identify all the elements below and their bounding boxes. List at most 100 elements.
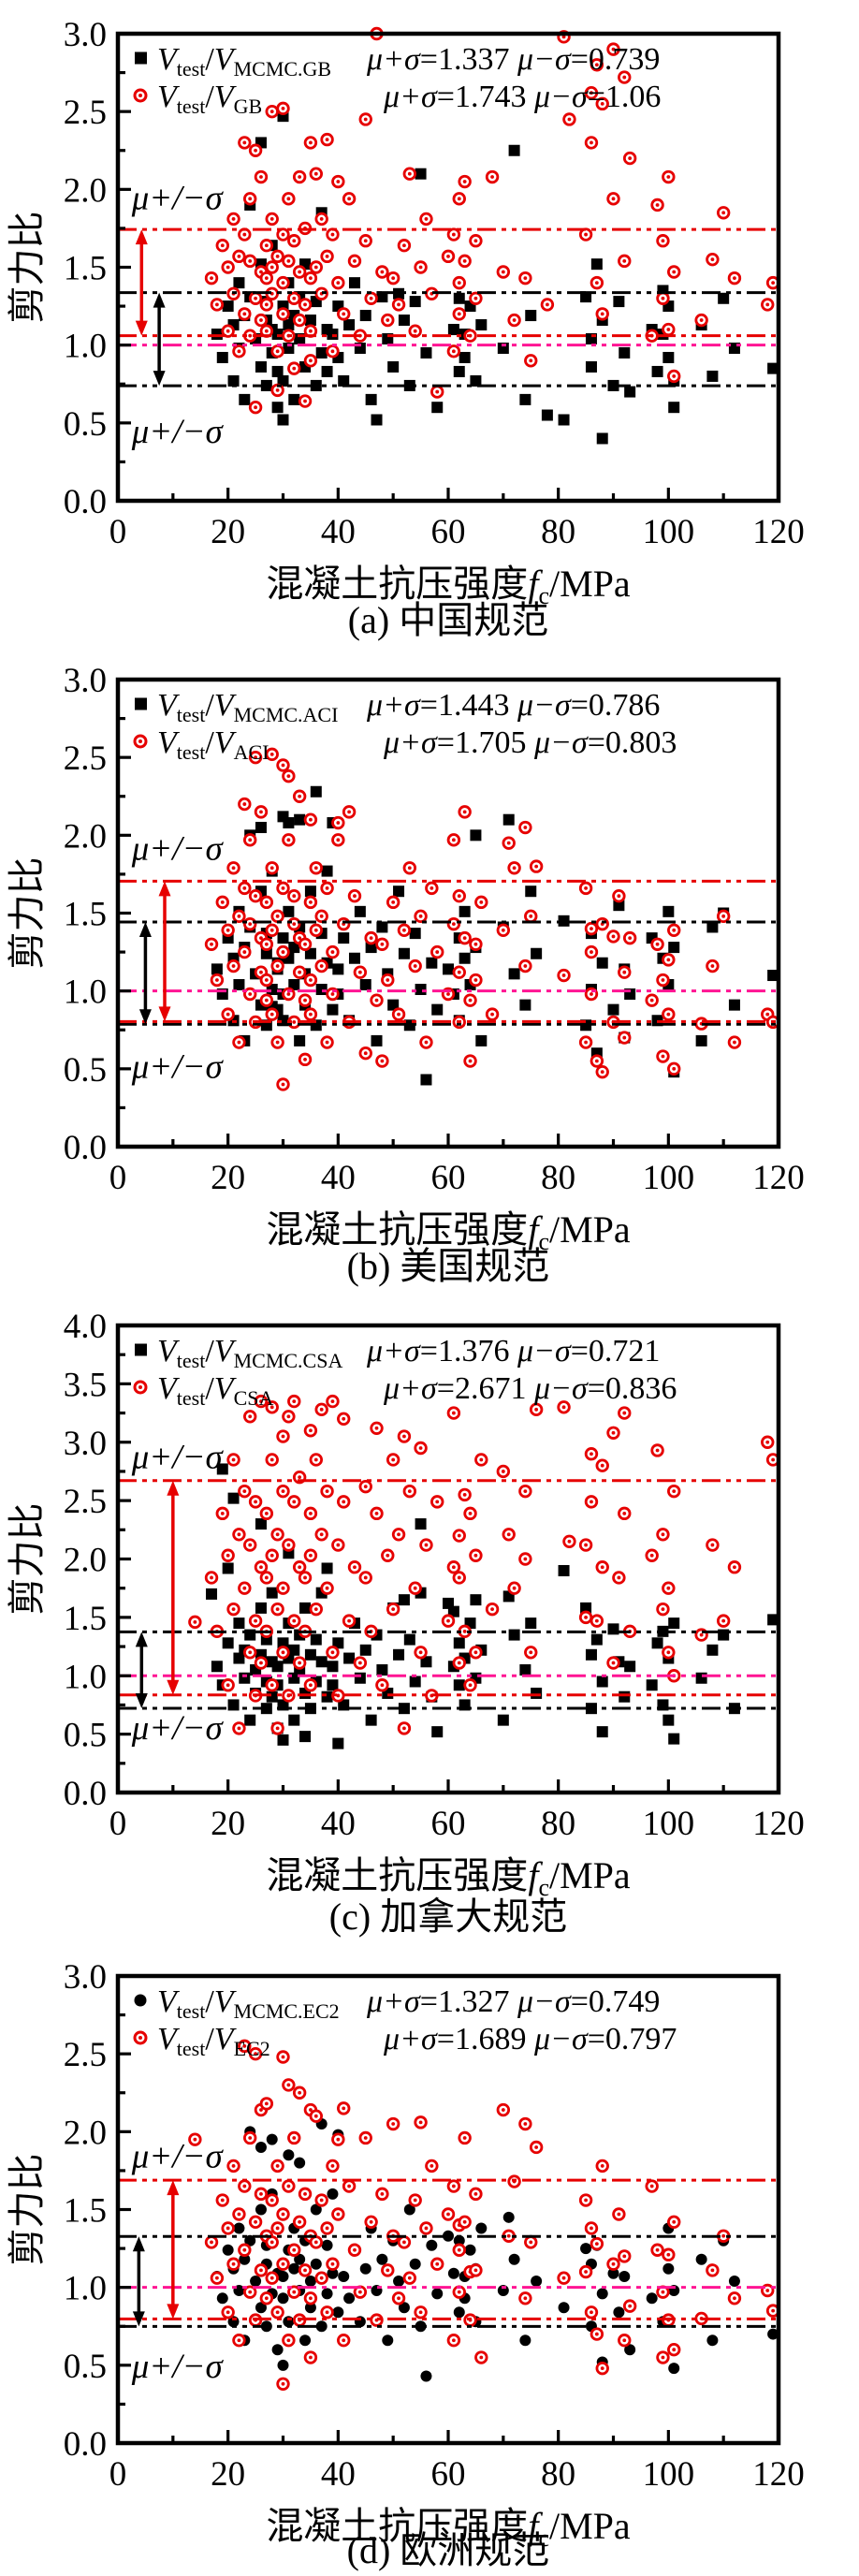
sigma-annotation: μ+/−σ [131, 1048, 225, 1087]
x-tick-label: 80 [541, 2455, 575, 2494]
legend-label-red: Vtest/VACI [157, 725, 269, 764]
ticks [116, 1324, 780, 1794]
reference-lines [118, 1479, 779, 1710]
x-tick-label: 120 [752, 1159, 805, 1197]
sigma-annotation: μ+/−σ [131, 1709, 225, 1748]
legend-stats-black: μ+σ=1.376 μ−σ=0.721 [366, 1334, 660, 1368]
x-tick-label: 20 [211, 513, 245, 551]
y-tick-label: 2.0 [64, 171, 107, 210]
y-tick-label: 2.0 [64, 1542, 107, 1580]
caption: (c) 加拿大规范 [329, 1895, 567, 1938]
y-tick-label: 0.0 [64, 483, 107, 521]
sigma-annotation: μ+/−σ [131, 830, 225, 869]
y-tick-label: 0.0 [64, 1129, 107, 1167]
sigma-annotation: μ+/−σ [131, 2348, 225, 2386]
legend-stats-red: μ+σ=2.671 μ−σ=0.836 [383, 1371, 677, 1406]
y-tick-label: 1.5 [64, 1600, 107, 1638]
x-tick-label: 0 [109, 1159, 127, 1197]
y-axis-title: 剪力比 [6, 212, 48, 324]
reference-lines [118, 879, 779, 1026]
chart-a: μ+/−σ μ+/−σ 0 20 40 60 80 100 120 0.0 0.5 1.0 1.5 2.0… [6, 16, 805, 641]
scatter-red [188, 2039, 780, 2391]
legend: Vtest/VMCMC.EC2 μ+σ=1.327 μ−σ=0.749 Vtest/… [133, 1984, 677, 2060]
sigma-annotation: μ+/−σ [131, 413, 225, 451]
legend-label-black: Vtest/VMCMC.EC2 [157, 1984, 340, 2023]
sigma-annotation: μ+/−σ [131, 1439, 225, 1477]
x-tick-label: 20 [211, 1805, 245, 1843]
x-tick-label: 0 [109, 1805, 127, 1843]
x-tick-label: 40 [321, 1805, 356, 1843]
x-axis-title: 混凝土抗压强度fc/MPa [266, 1208, 631, 1255]
chart-b: μ+/−σ μ+/−σ 0 20 40 60 80 100 120 0.0 0.5 1.0 1.5 2.0… [6, 662, 805, 1287]
x-tick-label: 40 [321, 2455, 356, 2494]
y-tick-label: 1.5 [64, 250, 107, 288]
y-tick-label: 2.5 [64, 1483, 107, 1521]
x-axis-title: 混凝土抗压强度fc/MPa [266, 2505, 631, 2552]
x-tick-label: 60 [431, 1805, 466, 1843]
y-tick-label: 1.5 [64, 896, 107, 934]
scatter-red [204, 747, 780, 1091]
legend-marker-black [135, 51, 147, 65]
x-tick-label: 120 [752, 1805, 805, 1843]
ticks [116, 678, 780, 1149]
y-tick-label: 0.0 [64, 1775, 107, 1813]
x-axis-title: 混凝土抗压强度fc/MPa [266, 1854, 631, 1901]
ticks [116, 32, 780, 503]
legend-marker-black [135, 1343, 147, 1356]
legend-stats-red: μ+σ=1.689 μ−σ=0.797 [383, 2022, 677, 2056]
y-tick-label: 1.0 [64, 973, 107, 1012]
ticks [116, 1974, 780, 2445]
sigma-range-arrows [135, 1480, 180, 1709]
sigma-annotation: μ+/−σ [131, 2137, 225, 2175]
x-tick-label: 0 [109, 2455, 127, 2494]
legend-stats-red: μ+σ=1.705 μ−σ=0.803 [383, 725, 677, 760]
y-tick-label: 3.0 [64, 1958, 107, 1997]
x-tick-label: 80 [541, 1805, 575, 1843]
legend-stats-black: μ+σ=1.337 μ−σ=0.739 [366, 42, 660, 77]
x-tick-label: 20 [211, 1159, 245, 1197]
y-tick-label: 0.5 [64, 405, 107, 444]
sigma-range-arrows [138, 881, 171, 1025]
legend-label-red: Vtest/VGB [157, 80, 262, 118]
sigma-annotation: μ+/−σ [131, 180, 225, 218]
legend-label-red: Vtest/VEC2 [157, 2022, 270, 2060]
panel-d: μ+/−σ μ+/−σ 0 20 40 60 80 100 120 0.0 0.5 1.0 1.5 2.0… [0, 1942, 859, 2576]
y-tick-label: 2.5 [64, 2036, 107, 2074]
legend-label-red: Vtest/VCSA [157, 1371, 273, 1410]
y-tick-label: 2.5 [64, 94, 107, 132]
tick-labels: 0 20 40 60 80 100 120 0.0 0.5 1.0 1.5 2.0 2.5 3.0 [64, 662, 805, 1197]
legend-stats-black: μ+σ=1.327 μ−σ=0.749 [366, 1984, 660, 2019]
caption: (d) 欧洲规范 [347, 2529, 550, 2571]
x-tick-label: 80 [541, 1159, 575, 1197]
x-tick-label: 100 [643, 2455, 695, 2494]
y-tick-label: 0.5 [64, 1051, 107, 1090]
panel-c: μ+/−σ μ+/−σ 0 20 40 60 80 100 120 0.0 0.5 1.0 1.5 2.0… [0, 1292, 859, 1942]
legend-label-black: Vtest/VMCMC.CSA [157, 1334, 342, 1372]
legend-label-black: Vtest/VMCMC.GB [157, 42, 331, 80]
y-tick-label: 3.5 [64, 1366, 107, 1404]
x-tick-label: 40 [321, 1159, 356, 1197]
chart-c: μ+/−σ μ+/−σ 0 20 40 60 80 100 120 0.0 0.5 1.0 1.5 2.0… [6, 1308, 805, 1938]
legend-stats-red: μ+σ=1.743 μ−σ=1.06 [383, 80, 661, 114]
scatter-red [188, 1394, 780, 1735]
x-tick-label: 20 [211, 2455, 245, 2494]
legend: Vtest/VMCMC.GB μ+σ=1.337 μ−σ=0.739 Vtest/V… [133, 42, 661, 118]
y-tick-label: 2.5 [64, 739, 107, 778]
tick-labels: 0 20 40 60 80 100 120 0.0 0.5 1.0 1.5 2.0 2.5 3.0 [64, 16, 805, 551]
tick-labels: 0 20 40 60 80 100 120 0.0 0.5 1.0 1.5 2.0 2.5 3.0 3.5 4… [64, 1308, 805, 1843]
y-tick-label: 1.0 [64, 328, 107, 366]
legend-marker-black [135, 697, 147, 710]
reference-lines [118, 2178, 779, 2328]
y-tick-label: 2.0 [64, 2114, 107, 2152]
x-axis-title: 混凝土抗压强度fc/MPa [266, 563, 631, 609]
y-tick-label: 0.0 [64, 2425, 107, 2464]
caption: (b) 美国规范 [347, 1245, 550, 1287]
chart-d: μ+/−σ μ+/−σ 0 20 40 60 80 100 120 0.0 0.5 1.0 1.5 2.0… [6, 1958, 805, 2571]
x-tick-label: 100 [643, 1159, 695, 1197]
x-tick-label: 80 [541, 513, 575, 551]
y-tick-label: 3.0 [64, 662, 107, 700]
y-axis-title: 剪力比 [6, 2154, 48, 2266]
y-axis-title: 剪力比 [6, 857, 48, 970]
y-tick-label: 4.0 [64, 1308, 107, 1346]
